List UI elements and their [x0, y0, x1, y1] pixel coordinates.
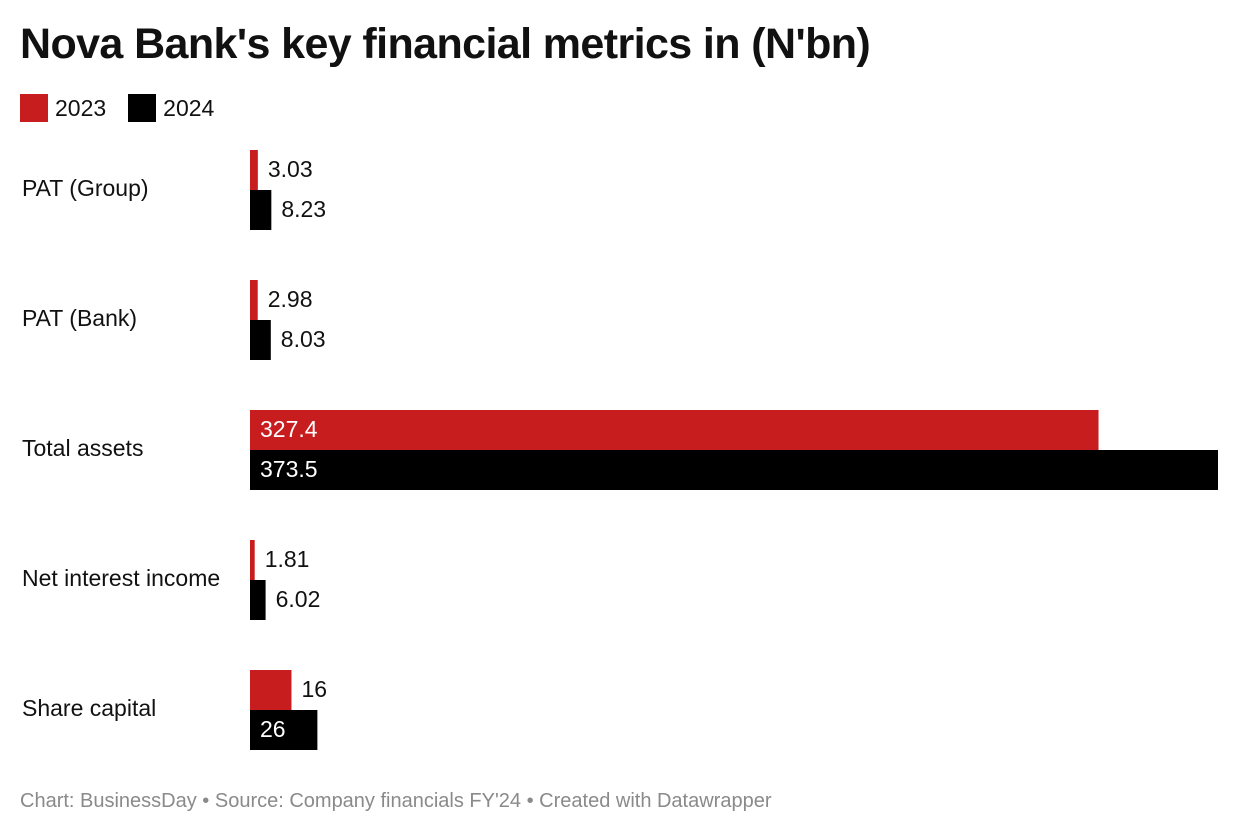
value-label-2024-pat-bank: 8.03: [281, 326, 326, 352]
category-label-net-interest-income: Net interest income: [22, 565, 220, 591]
bar-2024-total-assets: [250, 450, 1218, 490]
legend-swatch-2023: [20, 94, 48, 122]
bar-2024-pat-group: [250, 190, 272, 230]
bar-2023-net-interest-income: [250, 540, 255, 580]
category-label-pat-bank: PAT (Bank): [22, 305, 137, 331]
legend-item-2024: 2024: [128, 94, 214, 122]
bar-2023-pat-bank: [250, 280, 258, 320]
chart-title: Nova Bank's key financial metrics in (N'…: [20, 20, 871, 68]
bar-2023-share-capital: [250, 670, 292, 710]
value-label-2024-share-capital: 26: [260, 716, 286, 742]
legend-swatch-2024: [128, 94, 157, 122]
bar-2024-share-capital: [250, 710, 318, 750]
bar-2024-pat-bank: [250, 320, 271, 360]
chart-legend: 2023 2024: [20, 92, 236, 124]
bar-2024-net-interest-income: [250, 580, 266, 620]
value-label-2024-total-assets: 373.5: [260, 456, 318, 482]
bar-2023-pat-group: [250, 150, 258, 190]
value-label-2023-net-interest-income: 1.81: [265, 546, 310, 572]
value-label-2023-share-capital: 16: [301, 676, 327, 702]
bar-2023-total-assets: [250, 410, 1099, 450]
value-label-2024-net-interest-income: 6.02: [276, 586, 321, 612]
value-label-2023-pat-bank: 2.98: [268, 286, 313, 312]
category-label-total-assets: Total assets: [22, 435, 143, 461]
legend-label-2024: 2024: [163, 94, 215, 121]
legend-item-2023: 2023: [20, 94, 106, 122]
value-label-2024-pat-group: 8.23: [281, 196, 326, 222]
value-label-2023-pat-group: 3.03: [268, 156, 313, 182]
legend-label-2023: 2023: [55, 94, 107, 121]
category-label-share-capital: Share capital: [22, 695, 156, 721]
value-label-2023-total-assets: 327.4: [260, 416, 318, 442]
chart-footer: Chart: BusinessDay • Source: Company fin…: [20, 790, 772, 812]
category-label-pat-group: PAT (Group): [22, 175, 149, 201]
